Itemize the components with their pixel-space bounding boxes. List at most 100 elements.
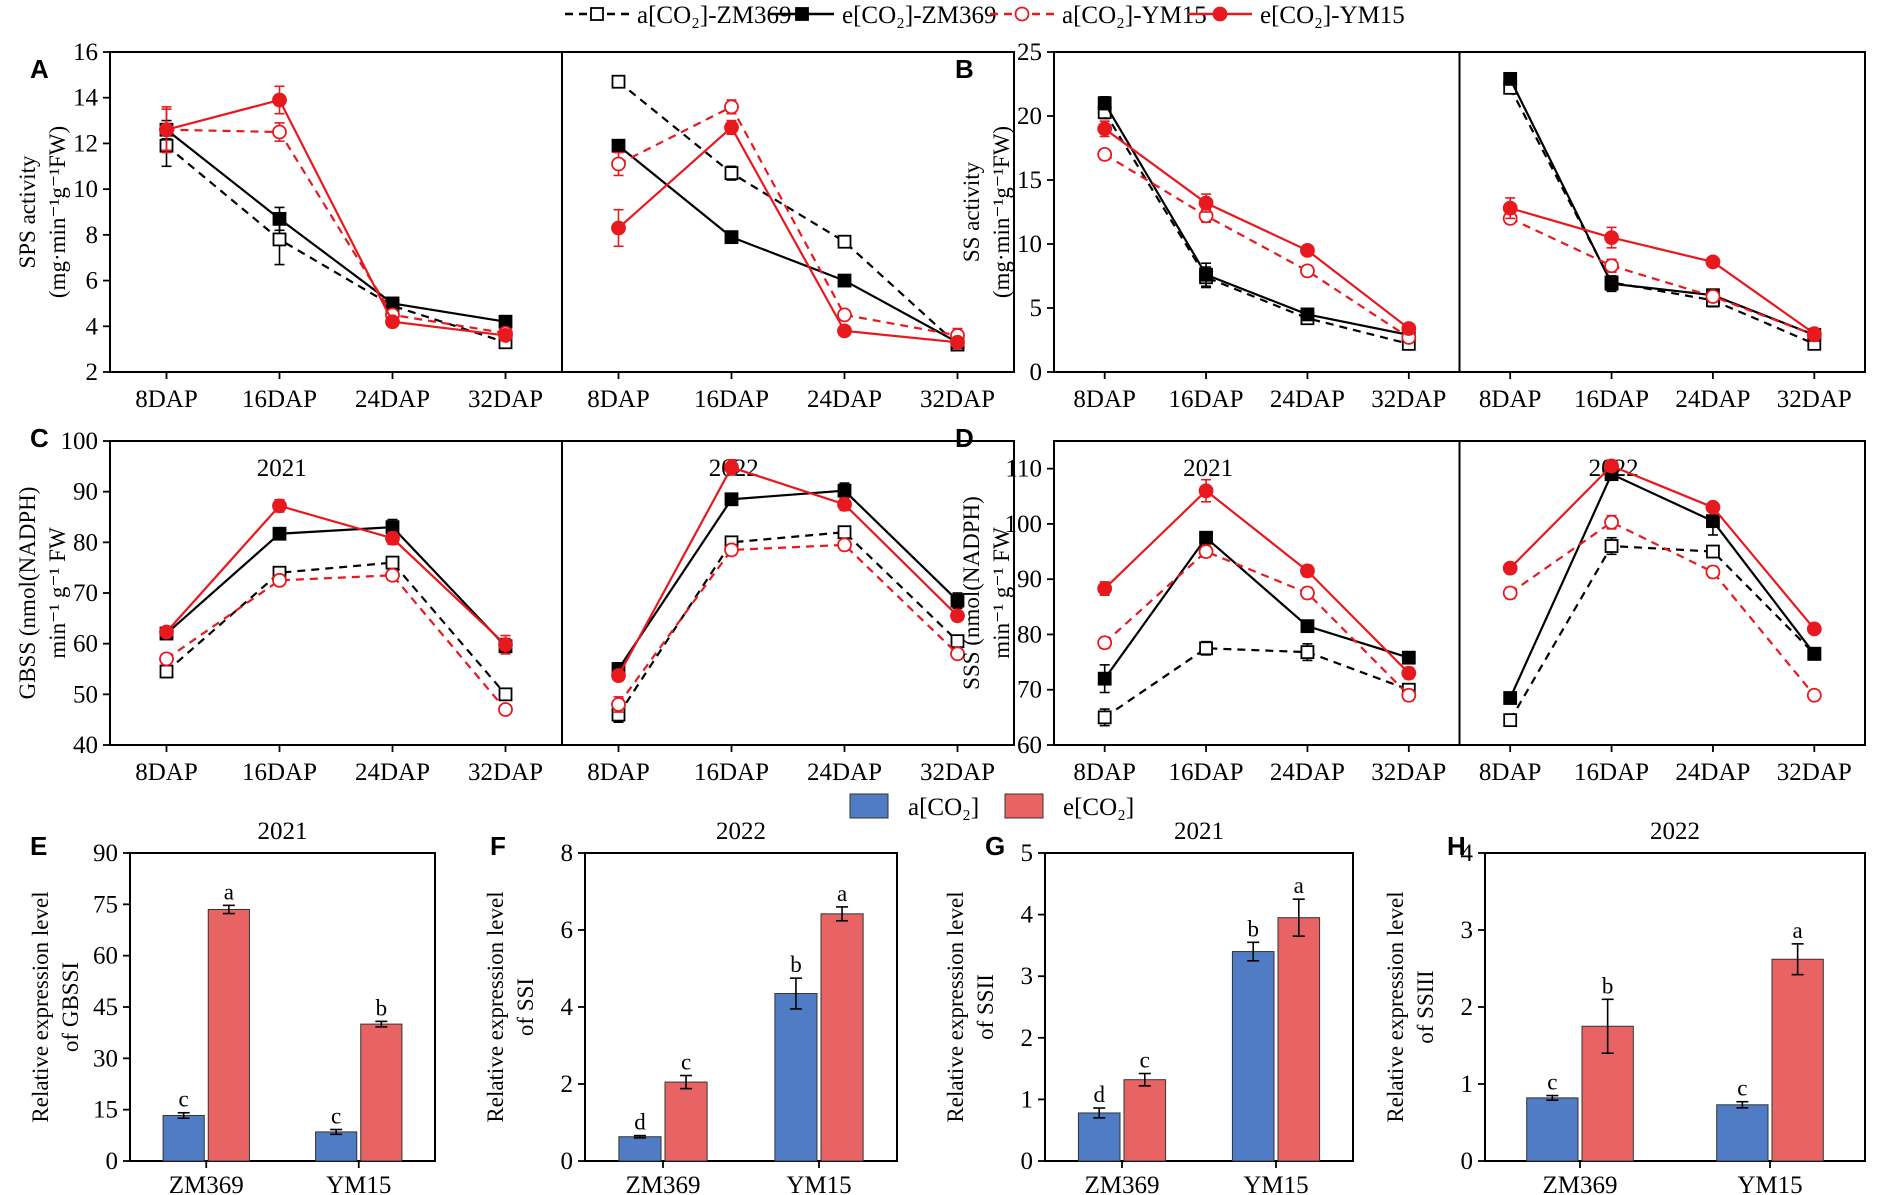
series-2 [1503, 71, 1822, 342]
significance-letter: b [376, 995, 388, 1020]
panel-label: D [955, 423, 974, 453]
bar [1526, 1097, 1579, 1162]
data-point [1604, 258, 1619, 274]
x-tick-label: 16DAP [1169, 386, 1244, 413]
series-line [165, 561, 507, 696]
series-3 [159, 108, 513, 341]
data-point [1097, 635, 1113, 651]
data-point [837, 483, 852, 498]
data-point [1503, 713, 1518, 728]
y-tick-label: 3 [1021, 963, 1034, 990]
x-tick-label: 16DAP [1574, 386, 1649, 413]
data-point [159, 624, 174, 640]
bar [1123, 1079, 1167, 1162]
significance-letter: d [1093, 1082, 1105, 1107]
error-bar [375, 1020, 388, 1028]
y-tick-label: 60 [73, 631, 98, 658]
y-axis-label: min⁻¹ g⁻¹ FW [45, 527, 70, 659]
y-tick-label: 6 [561, 917, 574, 944]
data-point [1097, 581, 1113, 596]
bar [618, 1136, 662, 1162]
year-panel-2022: 8DAP 16DAP 24DAP 32DAP [587, 74, 995, 413]
year-panel-2022: 8DAP 16DAP 24DAP 32DAP [1479, 71, 1852, 413]
y-axis-label: SSS (nmol(NADPH) [959, 496, 984, 690]
data-point [1706, 514, 1720, 529]
y-tick-label: 0 [1021, 1148, 1034, 1175]
data-point [950, 646, 965, 662]
y-tick-label: 12 [73, 130, 98, 157]
significance-letter: c [1140, 1048, 1150, 1073]
x-tick-label: 16DAP [694, 759, 769, 786]
significance-letter: a [1294, 873, 1304, 898]
data-point [1199, 267, 1213, 282]
data-point [611, 220, 626, 236]
chart-B: B 0 5 10 15 20 25 SS activity (mg·min⁻¹g⁻¹FW) 8DA… [955, 39, 1866, 413]
y-tick-label: 25 [1017, 39, 1042, 66]
y-tick-label: 0 [1461, 1148, 1474, 1175]
data-point [498, 637, 513, 653]
x-tick-label: 32DAP [920, 386, 995, 413]
series-line [1509, 207, 1815, 335]
x-tick-label: 32DAP [920, 759, 995, 786]
data-point [159, 651, 174, 667]
x-tick-label: ZM369 [169, 1172, 244, 1195]
series-1 [1503, 536, 1822, 728]
y-tick-label: 14 [73, 85, 99, 112]
series-line [1103, 489, 1410, 674]
bar [664, 1081, 708, 1162]
y-axis-label: SS activity [959, 161, 984, 262]
data-point [272, 498, 287, 514]
chart-D: D 60 70 80 90 100 110 SSS (nmol(NADPH) min⁻¹ g⁻¹… [955, 423, 1866, 786]
series-line [1509, 464, 1816, 630]
year-label: 2021 [257, 455, 307, 482]
series-line [1509, 87, 1815, 345]
data-point [385, 314, 400, 330]
x-tick-label: 32DAP [1371, 759, 1446, 786]
data-point [724, 459, 739, 475]
data-point [1300, 585, 1315, 601]
data-point [385, 530, 400, 546]
legend-label: e[CO₂]-YM15 [1260, 2, 1405, 29]
y-tick-label: 4 [1021, 902, 1034, 929]
data-point [1300, 242, 1315, 258]
legend-marker [590, 7, 604, 21]
data-point [272, 232, 287, 247]
series-line [165, 504, 507, 646]
x-tick-label: 16DAP [1169, 759, 1244, 786]
y-tick-label: 60 [1017, 732, 1042, 759]
data-point [272, 211, 287, 226]
series-4 [611, 458, 965, 683]
legend-marker [1212, 6, 1228, 22]
series-2 [1503, 467, 1822, 705]
y-axis-label: of SSII [973, 974, 998, 1040]
x-tick-label: 32DAP [1777, 386, 1852, 413]
series-3 [1097, 146, 1417, 345]
x-tick-label: 8DAP [1479, 759, 1542, 786]
legend-label: a[CO₂]-ZM369 [637, 2, 792, 29]
significance-letter: d [634, 1110, 646, 1135]
y-tick-label: 1 [1021, 1086, 1034, 1113]
y-tick-label: 2 [86, 359, 99, 386]
significance-letter: a [224, 879, 234, 904]
panel-label: C [30, 423, 49, 453]
x-tick-label: 8DAP [135, 759, 198, 786]
series-1 [611, 74, 965, 352]
data-point [1604, 514, 1619, 530]
significance-letter: b [790, 952, 802, 977]
significance-letter: b [1247, 916, 1259, 941]
y-tick-label: 5 [1030, 295, 1043, 322]
x-tick-label: ZM369 [1085, 1172, 1160, 1195]
data-point [611, 156, 626, 172]
data-point [385, 555, 400, 570]
x-tick-label: 24DAP [807, 759, 882, 786]
series-line [1509, 544, 1816, 721]
x-tick-label: 24DAP [355, 386, 430, 413]
data-point [724, 166, 739, 181]
x-tick-label: 8DAP [1073, 759, 1136, 786]
error-bar [177, 1111, 190, 1120]
bar [207, 908, 250, 1162]
year-panel-2021: 8DAP 16DAP 24DAP 32DAP 2021 [135, 455, 543, 786]
data-point [1401, 650, 1416, 665]
data-point [1705, 499, 1721, 515]
